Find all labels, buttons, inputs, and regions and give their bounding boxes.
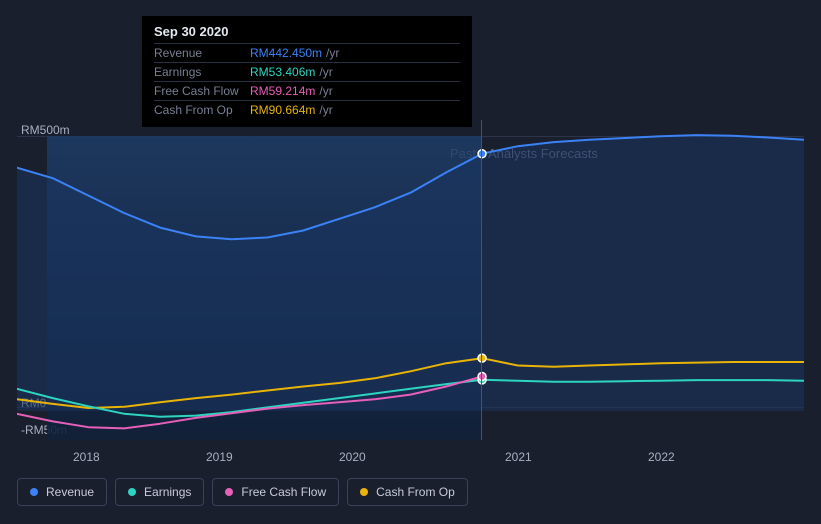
x-label-2021: 2021 — [505, 450, 532, 464]
tooltip-date: Sep 30 2020 — [154, 24, 460, 39]
tooltip-value: RM90.664m — [250, 102, 315, 119]
legend-fcf[interactable]: Free Cash Flow — [212, 478, 339, 506]
x-label-2020: 2020 — [339, 450, 366, 464]
legend: Revenue Earnings Free Cash Flow Cash Fro… — [17, 478, 468, 506]
legend-dot-icon — [30, 488, 38, 496]
tooltip-label: Free Cash Flow — [154, 83, 250, 100]
tooltip-label: Earnings — [154, 64, 250, 81]
tooltip-suffix: /yr — [319, 102, 332, 119]
legend-earnings[interactable]: Earnings — [115, 478, 204, 506]
tooltip-row-cfo: Cash From Op RM90.664m /yr — [154, 100, 460, 119]
x-label-2018: 2018 — [73, 450, 100, 464]
legend-cfo[interactable]: Cash From Op — [347, 478, 468, 506]
tooltip-label: Revenue — [154, 45, 250, 62]
x-label-2022: 2022 — [648, 450, 675, 464]
legend-dot-icon — [360, 488, 368, 496]
chart-svg — [17, 120, 804, 440]
tooltip-value: RM53.406m — [250, 64, 315, 81]
legend-dot-icon — [128, 488, 136, 496]
tooltip-suffix: /yr — [326, 45, 339, 62]
past-future-divider — [481, 120, 482, 440]
legend-label: Cash From Op — [376, 485, 455, 499]
tooltip-row-revenue: Revenue RM442.450m /yr — [154, 43, 460, 62]
tooltip-label: Cash From Op — [154, 102, 250, 119]
tooltip-suffix: /yr — [319, 83, 332, 100]
tooltip-row-earnings: Earnings RM53.406m /yr — [154, 62, 460, 81]
tooltip-suffix: /yr — [319, 64, 332, 81]
tooltip-row-fcf: Free Cash Flow RM59.214m /yr — [154, 81, 460, 100]
chart[interactable] — [17, 120, 804, 440]
tooltip: Sep 30 2020 Revenue RM442.450m /yr Earni… — [142, 16, 472, 127]
legend-dot-icon — [225, 488, 233, 496]
legend-revenue[interactable]: Revenue — [17, 478, 107, 506]
tooltip-value: RM442.450m — [250, 45, 322, 62]
legend-label: Revenue — [46, 485, 94, 499]
x-label-2019: 2019 — [206, 450, 233, 464]
legend-label: Earnings — [144, 485, 191, 499]
tooltip-value: RM59.214m — [250, 83, 315, 100]
legend-label: Free Cash Flow — [241, 485, 326, 499]
